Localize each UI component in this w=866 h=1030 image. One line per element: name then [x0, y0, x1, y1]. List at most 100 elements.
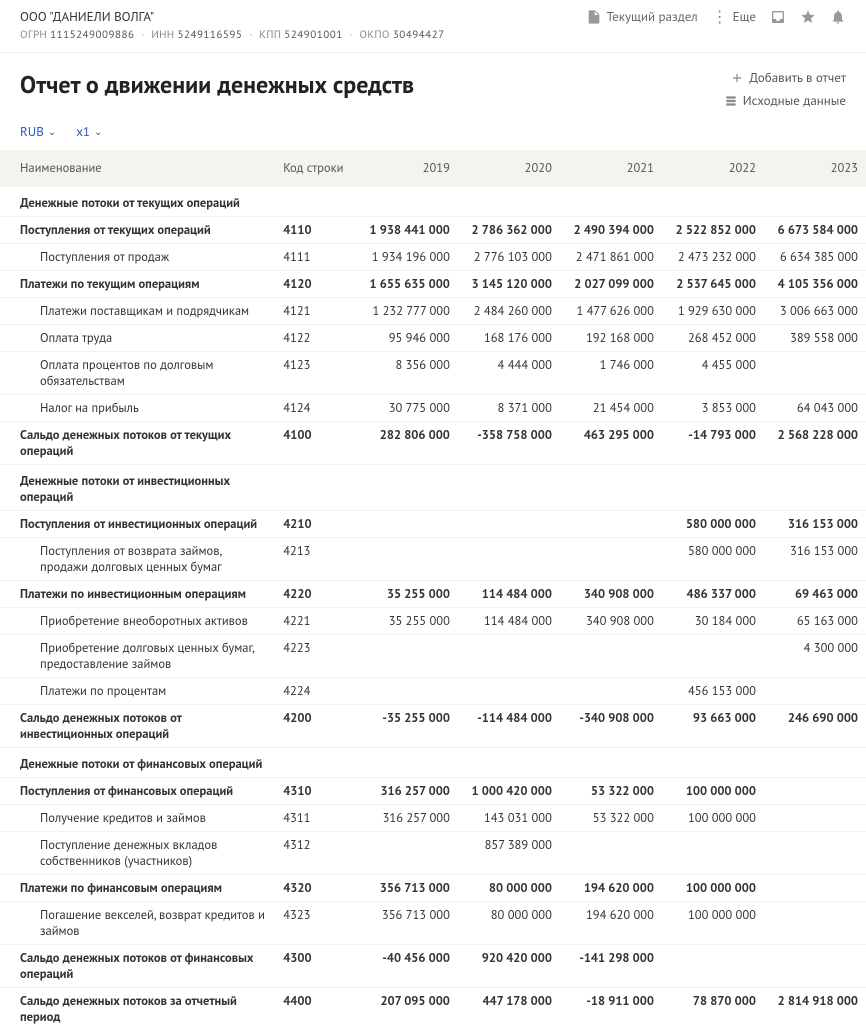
company-registration: ОГРН 1115249009886 · ИНН 5249116595 · КП…: [20, 28, 445, 42]
notifications-button[interactable]: [830, 9, 846, 25]
add-to-report-button[interactable]: Добавить в отчет: [724, 69, 846, 86]
table-body: Денежные потоки от текущих операцийПосту…: [0, 187, 866, 1030]
add-to-report-label: Добавить в отчет: [749, 69, 846, 86]
cell-name: Платежи по финансовым операциям: [0, 875, 275, 902]
star-icon: [800, 9, 816, 25]
plus-icon: [730, 71, 744, 85]
cell-value: [560, 748, 662, 778]
cell-value: -114 484 000: [458, 705, 560, 748]
cell-value: 282 806 000: [356, 422, 458, 465]
cell-name: Платежи поставщикам и подрядчикам: [0, 298, 275, 325]
cell-code: 4223: [275, 635, 356, 678]
export-pdf-button[interactable]: Текущий раздел: [586, 8, 698, 25]
more-menu-button[interactable]: ⋮ Еще: [712, 8, 756, 25]
cell-value: 2 776 103 000: [458, 244, 560, 271]
cell-value: 95 946 000: [356, 325, 458, 352]
cell-value: 2 786 362 000: [458, 217, 560, 244]
cell-value: -358 758 000: [458, 422, 560, 465]
table-row: Платежи по финансовым операциям4320356 7…: [0, 875, 866, 902]
okpo-label: ОКПО: [360, 28, 390, 42]
table-row: Сальдо денежных потоков от текущих опера…: [0, 422, 866, 465]
cell-value: 1 477 626 000: [560, 298, 662, 325]
cell-value: 2 568 228 000: [764, 422, 866, 465]
more-label: Еще: [733, 8, 756, 25]
table-row: Платежи по текущим операциям41201 655 63…: [0, 271, 866, 298]
cell-name: Получение кредитов и займов: [0, 805, 275, 832]
source-data-label: Исходные данные: [743, 92, 846, 109]
table-header-row: Наименование Код строки 2019 2020 2021 2…: [0, 150, 866, 187]
favorite-button[interactable]: [800, 9, 816, 25]
cell-value: [458, 678, 560, 705]
cell-value: -35 255 000: [356, 705, 458, 748]
cell-value: 2 473 232 000: [662, 244, 764, 271]
table-row: Налог на прибыль412430 775 0008 371 0002…: [0, 395, 866, 422]
cell-value: 53 322 000: [560, 778, 662, 805]
cell-value: 93 663 000: [662, 705, 764, 748]
chevron-down-icon: ⌄: [94, 125, 102, 138]
cell-code: 4213: [275, 538, 356, 581]
cell-value: [764, 352, 866, 395]
cell-name: Поступления от инвестиционных операций: [0, 511, 275, 538]
cell-value: [560, 635, 662, 678]
topbar-actions: Текущий раздел ⋮ Еще: [586, 8, 846, 25]
cell-name: Поступления от возврата займов, продажи …: [0, 538, 275, 581]
cell-code: 4221: [275, 608, 356, 635]
cell-value: [764, 902, 866, 945]
cell-value: [458, 635, 560, 678]
cell-value: 64 043 000: [764, 395, 866, 422]
cell-value: 1 934 196 000: [356, 244, 458, 271]
cell-code: 4111: [275, 244, 356, 271]
table-row: Поступления от инвестиционных операций42…: [0, 511, 866, 538]
cell-value: 21 454 000: [560, 395, 662, 422]
cell-code: 4110: [275, 217, 356, 244]
cell-name: Поступления от текущих операций: [0, 217, 275, 244]
cell-value: 100 000 000: [662, 902, 764, 945]
cell-value: 2 537 645 000: [662, 271, 764, 298]
cell-name: Поступление денежных вкладов собственник…: [0, 832, 275, 875]
cell-value: 100 000 000: [662, 875, 764, 902]
cell-value: 53 322 000: [560, 805, 662, 832]
cell-value: 194 620 000: [560, 902, 662, 945]
cell-value: [560, 465, 662, 511]
cell-value: 2 484 260 000: [458, 298, 560, 325]
cell-code: 4122: [275, 325, 356, 352]
cell-value: [356, 635, 458, 678]
cell-value: 580 000 000: [662, 538, 764, 581]
cell-value: [560, 511, 662, 538]
cell-value: [356, 832, 458, 875]
cell-value: -141 298 000: [560, 945, 662, 988]
table-row: Платежи по инвестиционным операциям42203…: [0, 581, 866, 608]
source-data-button[interactable]: Исходные данные: [724, 92, 846, 109]
cell-code: 4323: [275, 902, 356, 945]
table-row: Денежные потоки от финансовых операций: [0, 748, 866, 778]
cell-value: 30 775 000: [356, 395, 458, 422]
cell-value: 580 000 000: [662, 511, 764, 538]
cell-name: Сальдо денежных потоков от инвестиционны…: [0, 705, 275, 748]
cell-value: 1 938 441 000: [356, 217, 458, 244]
cell-value: 207 095 000: [356, 988, 458, 1030]
col-2020: 2020: [458, 150, 560, 187]
scale-selector[interactable]: x1 ⌄: [76, 123, 102, 140]
separator-dot: ·: [350, 28, 353, 42]
ogrn-value: 1115249009886: [50, 28, 134, 42]
cell-name: Сальдо денежных потоков за отчетный пери…: [0, 988, 275, 1030]
cell-value: [560, 187, 662, 217]
cell-code: [275, 187, 356, 217]
cell-value: 1 929 630 000: [662, 298, 764, 325]
cell-name: Сальдо денежных потоков от финансовых оп…: [0, 945, 275, 988]
cell-code: 4120: [275, 271, 356, 298]
inn-label: ИНН: [151, 28, 174, 42]
inbox-button[interactable]: [770, 9, 786, 25]
cell-value: 920 420 000: [458, 945, 560, 988]
cell-name: Платежи по процентам: [0, 678, 275, 705]
currency-selector[interactable]: RUB ⌄: [20, 123, 56, 140]
table-row: Платежи по процентам4224456 153 000: [0, 678, 866, 705]
cell-value: 316 153 000: [764, 538, 866, 581]
cell-code: 4100: [275, 422, 356, 465]
cell-value: [764, 805, 866, 832]
cell-name: Налог на прибыль: [0, 395, 275, 422]
table-row: Сальдо денежных потоков от инвестиционны…: [0, 705, 866, 748]
table-row: Приобретение внеоборотных активов422135 …: [0, 608, 866, 635]
cell-value: 69 463 000: [764, 581, 866, 608]
cell-value: 2 027 099 000: [560, 271, 662, 298]
